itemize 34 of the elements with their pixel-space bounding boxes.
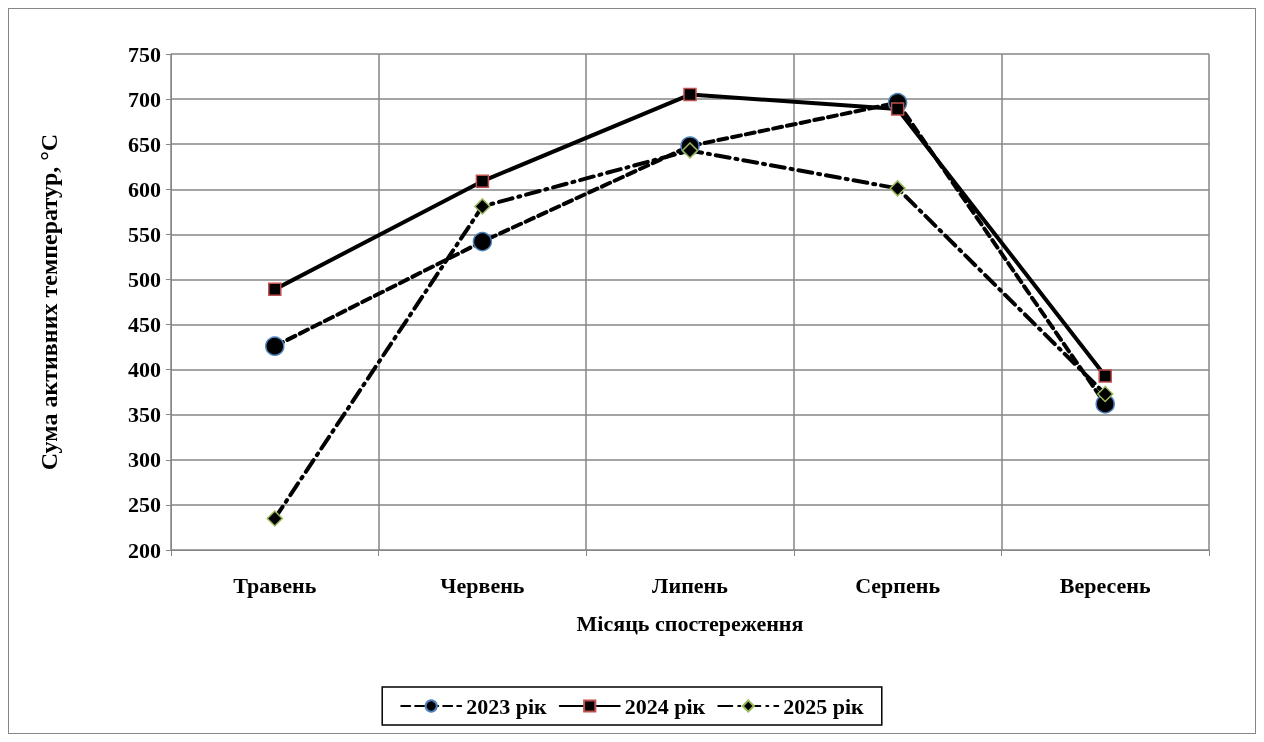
y-tick-label: 200 [128,537,161,563]
x-tick-label: Вересень [1059,572,1151,598]
y-tick-label: 450 [128,312,161,338]
x-tick-label: Червень [440,572,525,598]
point [472,231,493,252]
point [1096,385,1114,403]
point [475,174,490,188]
x-axis-title: Місяць спостереження [576,610,804,636]
y-tick-label: 300 [128,447,161,473]
point [266,510,284,527]
point [1098,369,1112,383]
legend-label: 2023 рік [466,693,548,719]
y-axis-title: Сума активних температур, °C [36,133,62,471]
point [474,198,491,215]
y-tick-label: 600 [128,176,161,202]
y-tick-label: 250 [128,492,161,518]
y-tick-label: 750 [128,41,161,67]
y-tick-label: 400 [128,357,161,383]
point [265,336,285,356]
y-tick-label: 550 [128,221,161,247]
point [889,180,906,197]
x-tick-label: Липень [652,572,729,598]
y-tick-label: 500 [128,266,161,292]
y-tick-label: 700 [128,86,161,112]
point [268,282,282,297]
legend-label: 2025 рік [783,693,865,719]
y-tick-label: 350 [128,402,161,428]
point [683,87,697,102]
point [890,102,905,116]
point [681,142,699,159]
x-tick-label: Травень [233,572,317,598]
y-tick-label: 650 [128,131,161,157]
legend-label: 2024 рік [624,693,706,719]
x-tick-label: Серпень [855,572,941,598]
